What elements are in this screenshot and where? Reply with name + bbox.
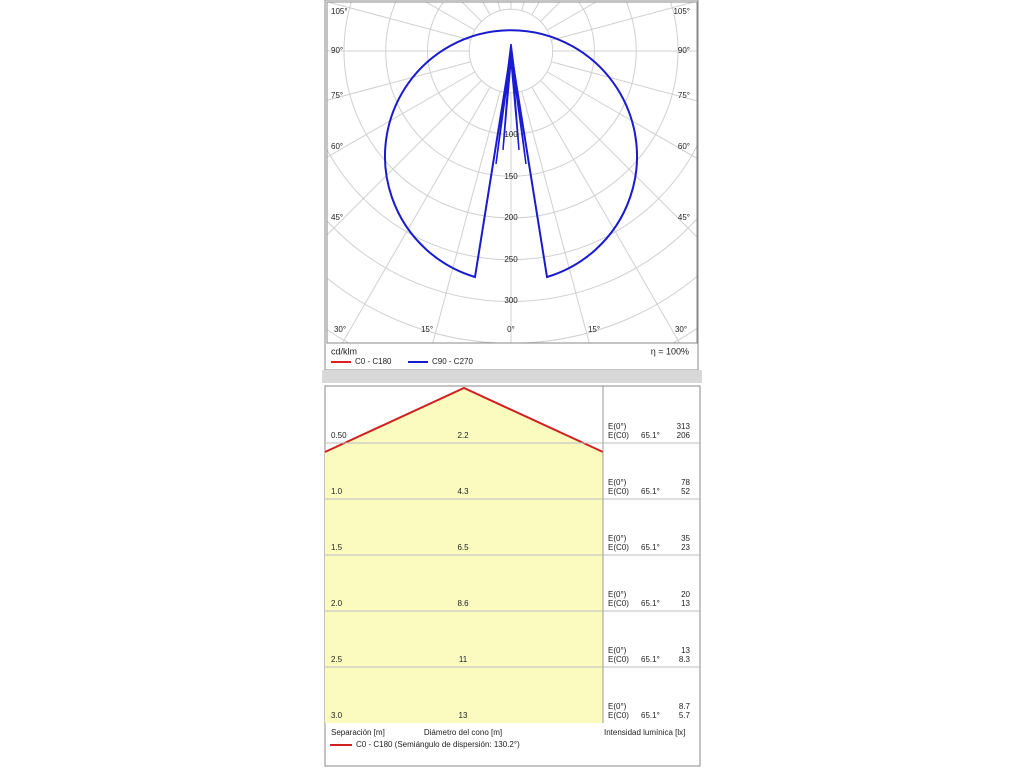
- angle-label: 0°: [507, 325, 515, 334]
- distance: 2.5: [331, 655, 343, 664]
- distance: 1.5: [331, 543, 343, 552]
- angle: 65.1°: [641, 543, 660, 552]
- e-value: 20: [681, 590, 690, 599]
- grid-ray: [327, 61, 471, 101]
- col-header: Intensidad lumínica [lx]: [604, 728, 685, 737]
- angle: 65.1°: [641, 487, 660, 496]
- e-value: 78: [681, 478, 690, 487]
- grid-ray: [551, 61, 697, 102]
- polar-plot-border: [326, 1, 698, 344]
- e-label: E(C0): [608, 487, 629, 496]
- radial-label: 150: [504, 172, 518, 181]
- unit: cd/klm: [331, 346, 357, 356]
- angle-label: 15°: [421, 325, 433, 334]
- separator: [322, 370, 702, 383]
- grid-ray: [531, 87, 681, 343]
- diameter: 11: [459, 655, 468, 664]
- diameter: 2.2: [457, 431, 469, 440]
- angle-label: 15°: [588, 325, 600, 334]
- angle-label: 75°: [331, 91, 343, 100]
- e-label: E(0°): [608, 646, 627, 655]
- angle-label: 90°: [678, 46, 690, 55]
- curve-c90: [384, 29, 638, 279]
- e-value: 35: [681, 534, 690, 543]
- legend-label: C0 - C180 (Semiángulo de dispersión: 130…: [356, 740, 520, 749]
- e-label: E(0°): [608, 422, 627, 431]
- e-label: E(0°): [608, 478, 627, 487]
- cone-roof: [324, 386, 604, 453]
- e-label: E(C0): [608, 599, 629, 608]
- grid-ray: [547, 71, 697, 159]
- e-value: 13: [681, 646, 690, 655]
- grid-ray: [432, 91, 501, 343]
- col-header: Diámetro del cono [m]: [424, 728, 502, 737]
- angle: 65.1°: [641, 431, 660, 440]
- distance: 2.0: [331, 599, 343, 608]
- grid-circle: [468, 8, 554, 94]
- e-value: 8.3: [679, 655, 691, 664]
- e-label: E(C0): [608, 711, 629, 720]
- e-value: 313: [677, 422, 691, 431]
- legend-label: C90 - C270: [432, 357, 473, 366]
- radial-label: 300: [504, 296, 518, 305]
- e-label: E(0°): [608, 534, 627, 543]
- efficiency: η = 100%: [651, 346, 689, 356]
- radial-label: 200: [504, 213, 518, 222]
- radial-label: 100: [504, 130, 518, 139]
- diameter: 13: [459, 711, 468, 720]
- angle-label: 45°: [331, 213, 343, 222]
- polar-curves: [384, 29, 638, 279]
- distance: 1.0: [331, 487, 343, 496]
- e-label: E(C0): [608, 543, 629, 552]
- e-value: 23: [681, 543, 690, 552]
- grid-ray: [327, 71, 475, 158]
- e-value: 8.7: [679, 702, 691, 711]
- diameter: 8.6: [457, 599, 469, 608]
- polar-grid: [327, 2, 697, 343]
- angle-label: 105°: [673, 7, 690, 16]
- grid-ray: [521, 91, 590, 343]
- angle: 65.1°: [641, 655, 660, 664]
- radial-label: 250: [504, 255, 518, 264]
- distance: 0.50: [331, 431, 347, 440]
- diameter: 6.5: [457, 543, 469, 552]
- angle-label: 90°: [331, 46, 343, 55]
- e-value: 52: [681, 487, 690, 496]
- angle-label: 45°: [678, 213, 690, 222]
- angle-label: 30°: [334, 325, 346, 334]
- diameter: 4.3: [457, 487, 469, 496]
- angle-label: 30°: [675, 325, 687, 334]
- distance: 3.0: [331, 711, 343, 720]
- angle-label: 60°: [678, 142, 690, 151]
- angle: 65.1°: [641, 599, 660, 608]
- grid-ray: [327, 2, 471, 41]
- grid-ray: [540, 80, 697, 238]
- angle-label: 75°: [678, 91, 690, 100]
- e-label: E(0°): [608, 702, 627, 711]
- e-label: E(0°): [608, 590, 627, 599]
- grid-ray: [341, 87, 491, 343]
- grid-ray: [327, 80, 482, 236]
- e-value: 13: [681, 599, 690, 608]
- curve-spike: [495, 43, 527, 165]
- e-value: 206: [677, 431, 691, 440]
- e-label: E(C0): [608, 431, 629, 440]
- angle: 65.1°: [641, 711, 660, 720]
- grid-ray: [551, 2, 696, 41]
- angle-label: 60°: [331, 142, 343, 151]
- angle-label: 105°: [331, 7, 348, 16]
- e-value: 5.7: [679, 711, 691, 720]
- legend-label: C0 - C180: [355, 357, 392, 366]
- col-header: Separación [m]: [331, 728, 385, 737]
- e-label: E(C0): [608, 655, 629, 664]
